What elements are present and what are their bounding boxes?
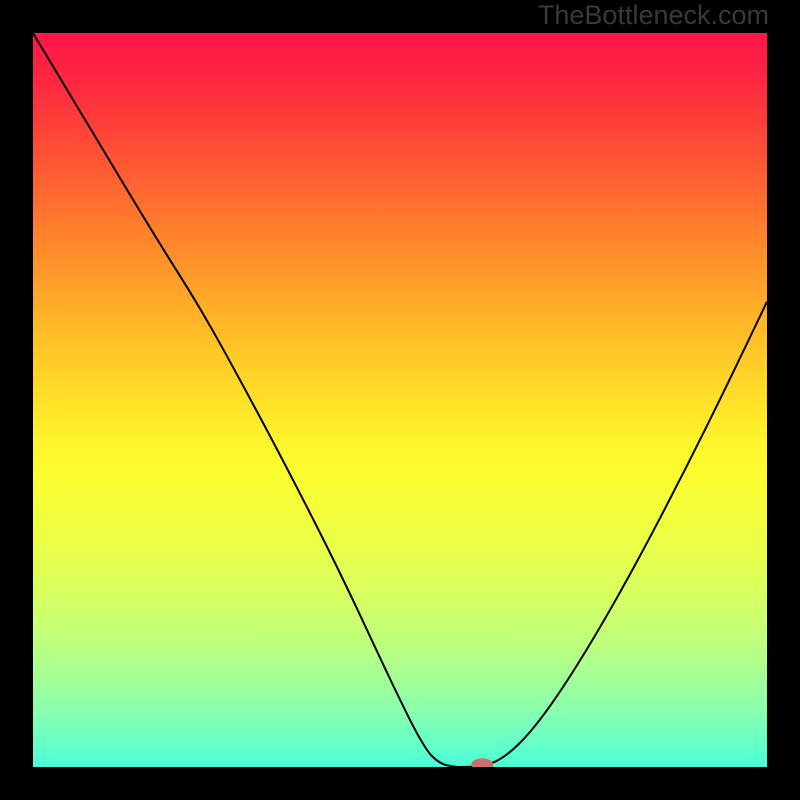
watermark-text: TheBottleneck.com bbox=[538, 0, 769, 31]
plot-area bbox=[33, 33, 767, 767]
gradient-rect bbox=[33, 33, 767, 767]
plot-svg bbox=[33, 33, 767, 767]
stage: TheBottleneck.com bbox=[0, 0, 800, 800]
